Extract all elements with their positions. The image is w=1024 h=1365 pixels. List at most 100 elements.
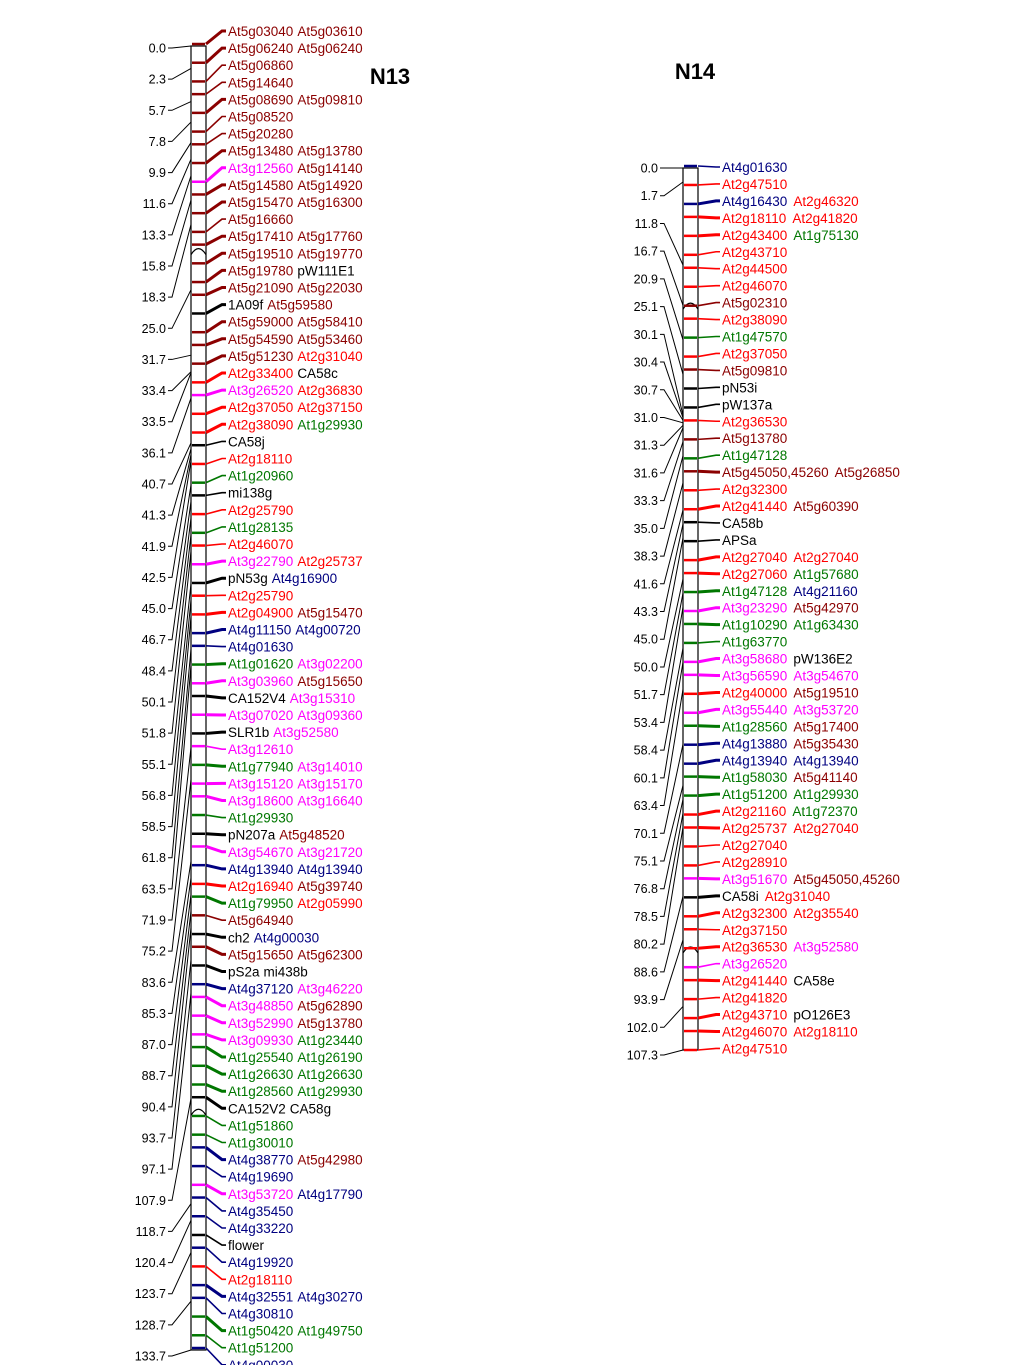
marker-connector <box>697 403 720 409</box>
marker-connector <box>697 741 720 747</box>
locus-name: At2g18110 <box>793 1024 857 1039</box>
map-position-label: 36.1 <box>142 446 166 460</box>
position-leader-line <box>660 896 684 973</box>
locus-name: At1g30010 <box>228 1136 293 1151</box>
marker-connector <box>205 763 226 768</box>
locus-label-row: At2g36530 At3g52580 <box>722 940 859 955</box>
locus-name: At5g03610 <box>297 24 362 39</box>
locus-name: At3g52580 <box>273 725 338 740</box>
locus-name: At2g46320 <box>793 194 858 209</box>
locus-name: At5g48520 <box>279 828 344 843</box>
locus-label-row: At2g40000 At5g19510 <box>722 685 859 700</box>
locus-name: APSa <box>722 533 757 548</box>
locus-label-row: At2g37150 <box>722 923 787 938</box>
locus-name: At5g06240 <box>297 41 362 56</box>
locus-name: At5g20280 <box>228 127 293 142</box>
locus-name: At1g28560 <box>228 1084 293 1099</box>
position-leader-line <box>660 306 684 375</box>
marker-connector <box>697 724 720 728</box>
locus-name: At3g54670 <box>228 845 293 860</box>
locus-name: At1g58030 <box>722 770 787 785</box>
locus-name: mi138g <box>228 486 272 501</box>
locus-label-row: At3g18600 At3g16640 <box>228 794 363 809</box>
map-position-label: 9.9 <box>149 166 166 180</box>
locus-name: At5g13780 <box>297 144 362 159</box>
position-leader-line <box>660 606 684 723</box>
locus-label-row: CA58j <box>228 434 265 449</box>
locus-name: At1g01620 <box>228 657 293 672</box>
locus-label-row: At5g08520 <box>228 110 293 125</box>
locus-name: At2g43710 <box>722 1008 787 1023</box>
marker-connector <box>205 576 226 585</box>
marker-connector <box>697 539 720 542</box>
position-leader-line <box>168 460 192 578</box>
marker-connector <box>697 861 720 867</box>
marker-connector <box>697 809 720 817</box>
map-position-label: 63.4 <box>634 799 658 813</box>
locus-name: At5g13780 <box>297 1016 362 1031</box>
map-position-label: 30.4 <box>634 356 658 370</box>
map-position-label: 33.3 <box>634 494 658 508</box>
locus-label-row: At1g63770 <box>722 635 787 650</box>
marker-connector <box>205 491 226 497</box>
locus-label-row: At4g30810 <box>228 1307 293 1322</box>
position-leader-line <box>660 689 684 807</box>
locus-label-row: pW137a <box>722 397 773 412</box>
locus-name: At5g17400 <box>793 719 858 734</box>
map-position-label: 11.6 <box>143 197 166 211</box>
locus-name: At4g01630 <box>722 160 787 175</box>
locus-name: At1g47128 <box>722 584 787 599</box>
marker-connector <box>205 354 226 365</box>
marker-connector <box>697 199 720 206</box>
map-position-label: 123.7 <box>135 1287 166 1301</box>
locus-label-row: At2g46070 At2g18110 <box>722 1024 858 1039</box>
locus-name: pO126E3 <box>793 1008 850 1023</box>
position-leader-line <box>660 785 684 862</box>
locus-label-row: At4g16430 At2g46320 <box>722 194 859 209</box>
map-position-label: 53.4 <box>634 716 658 730</box>
map-position-label: 46.7 <box>142 633 166 647</box>
marker-connector <box>205 945 226 956</box>
marker-connector <box>205 1183 226 1196</box>
locus-name: At5g62890 <box>297 999 362 1014</box>
marker-connector <box>205 388 226 397</box>
locus-label-row: At1g28135 <box>228 520 293 535</box>
marker-connector <box>697 165 720 168</box>
locus-name: At5g60390 <box>793 499 858 514</box>
position-leader-line <box>660 482 684 557</box>
marker-connector <box>697 673 720 677</box>
locus-label-row: At2g27060 At1g57680 <box>722 567 859 582</box>
map-position-label: 75.1 <box>634 854 658 868</box>
locus-name: At2g25790 <box>228 503 293 518</box>
position-leader-line <box>660 509 684 585</box>
marker-connector <box>205 730 226 735</box>
marker-connector <box>205 914 226 922</box>
locus-label-row: At5g06860 <box>228 58 293 73</box>
locus-name: At5g19780 <box>228 263 293 278</box>
locus-label-row: At5g03040 At5g03610 <box>228 24 363 39</box>
marker-connector <box>205 234 226 246</box>
locus-name: At1g72370 <box>792 804 857 819</box>
position-leader-line <box>168 534 192 703</box>
locus-label-row: APSa <box>722 533 757 548</box>
position-leader-line <box>660 827 684 945</box>
locus-label-row: At2g36530 <box>722 414 787 429</box>
locus-name: At5g19510 <box>793 685 858 700</box>
locus-label-row: At5g64940 <box>228 913 293 928</box>
locus-label-row: At1g25540 At1g26190 <box>228 1050 363 1065</box>
map-position-label: 83.6 <box>142 976 166 990</box>
map-title: N14 <box>675 59 716 84</box>
map-position-label: 75.2 <box>142 945 166 959</box>
locus-name: At3g03960 <box>228 674 293 689</box>
marker-connector <box>697 504 720 511</box>
marker-connector <box>697 284 720 288</box>
locus-name: At2g28910 <box>722 855 787 870</box>
locus-label-row: At1g29930 <box>228 811 293 826</box>
marker-connector <box>697 1013 720 1020</box>
position-leader-line <box>168 289 192 329</box>
locus-name: At5g42970 <box>793 601 858 616</box>
locus-label-row: At1g77940 At3g14010 <box>228 759 363 774</box>
locus-label-row: At2g41440 At5g60390 <box>722 499 859 514</box>
marker-connector <box>697 792 720 798</box>
locus-name: At5g17410 <box>228 229 293 244</box>
